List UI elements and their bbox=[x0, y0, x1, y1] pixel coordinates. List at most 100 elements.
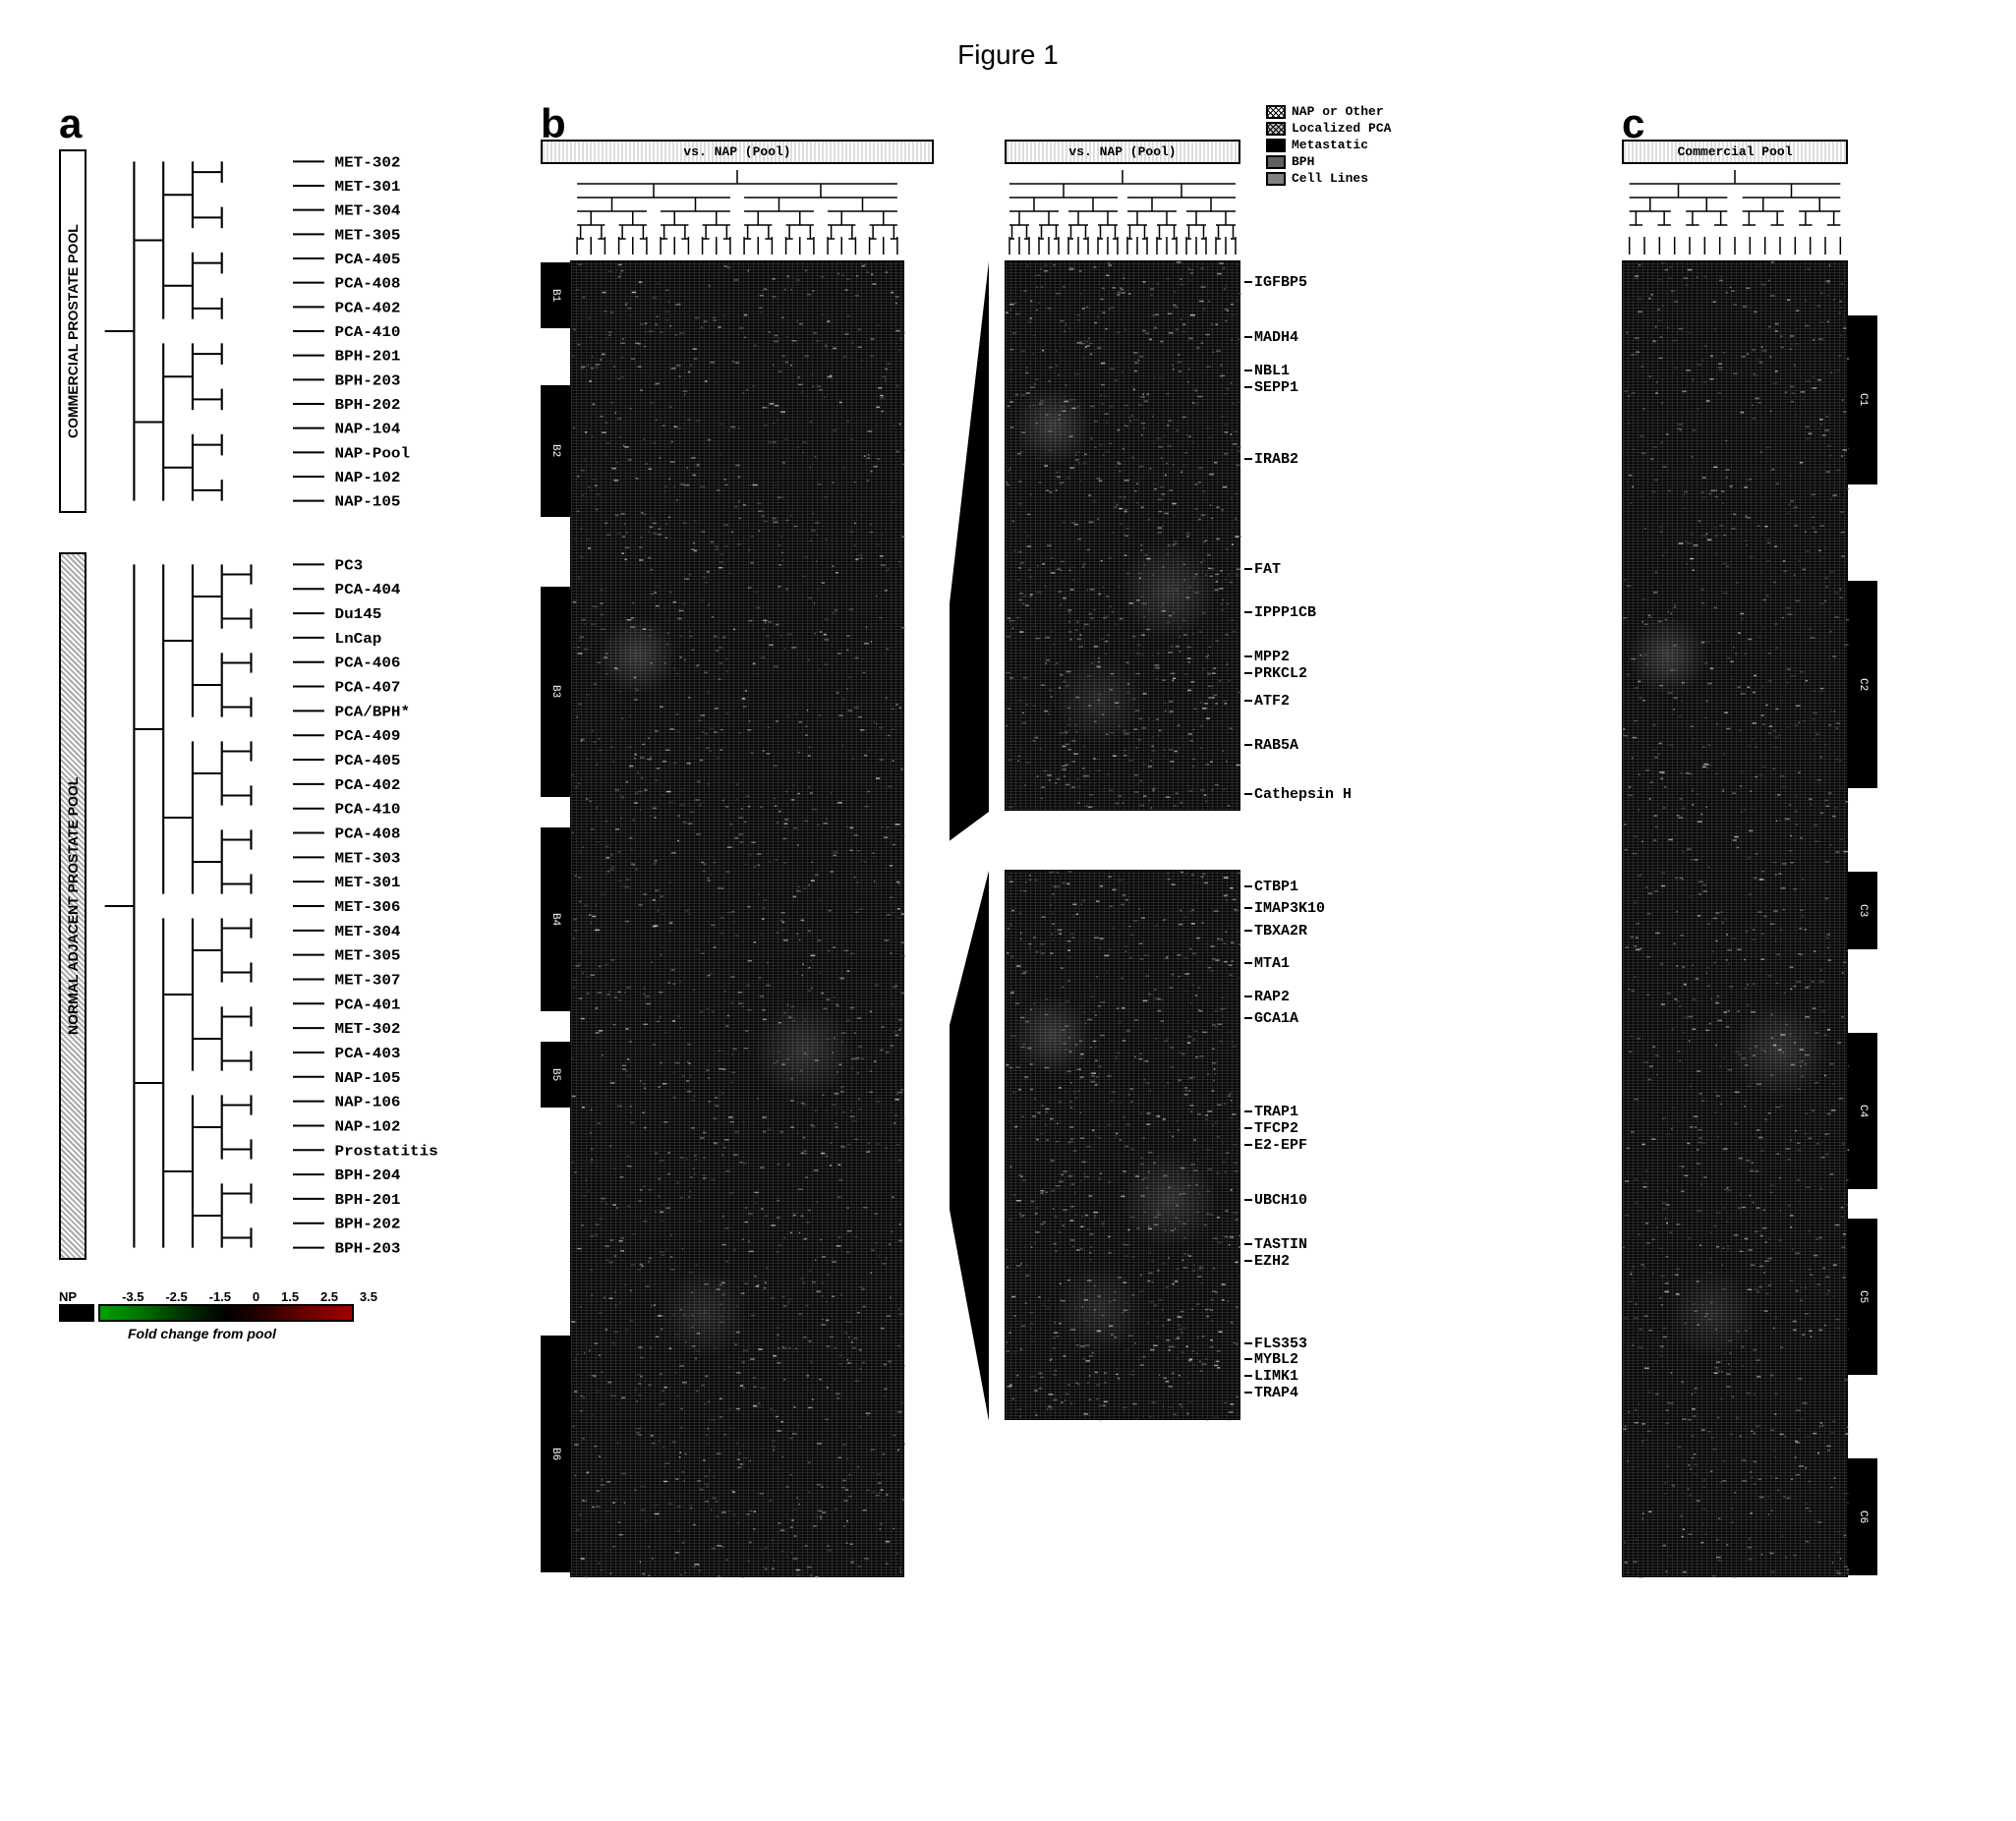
sample-label: NAP-Pool bbox=[335, 445, 411, 462]
sample-label: MET-305 bbox=[335, 947, 401, 964]
cluster-segment-c1: C1 bbox=[1848, 315, 1877, 484]
sample-label: PCA/BPH* bbox=[335, 704, 411, 720]
colorbar-tick: 1.5 bbox=[281, 1289, 299, 1304]
sample-label: PCA-409 bbox=[335, 728, 401, 745]
group1-vertical-label: COMMERCIAL PROSTATE POOL bbox=[59, 149, 86, 513]
sample-label: BPH-204 bbox=[335, 1167, 401, 1184]
colorbar-section: NP -3.5-2.5-1.501.52.53.5 Fold change fr… bbox=[59, 1289, 491, 1341]
dendrogram-1-svg: MET-302MET-301MET-304MET-305PCA-405PCA-4… bbox=[94, 149, 491, 513]
sample-label: BPH-203 bbox=[335, 1240, 401, 1257]
gene-label-mpp2: MPP2 bbox=[1244, 649, 1290, 665]
gene-label-fls353: FLS353 bbox=[1244, 1336, 1307, 1352]
gene-label-prkcl2: PRKCL2 bbox=[1244, 665, 1307, 682]
sample-label: PCA-410 bbox=[335, 323, 401, 340]
colorbar-ticks: -3.5-2.5-1.501.52.53.5 bbox=[122, 1289, 377, 1304]
gene-label-trap4: TRAP4 bbox=[1244, 1385, 1298, 1401]
sample-label: NAP-106 bbox=[335, 1094, 401, 1110]
sample-label: BPH-203 bbox=[335, 372, 401, 389]
sample-label: BPH-201 bbox=[335, 1191, 401, 1208]
legend-label: NAP or Other bbox=[1292, 104, 1384, 119]
gene-label-trap1: TRAP1 bbox=[1244, 1104, 1298, 1120]
cluster-segment-c2: C2 bbox=[1848, 581, 1877, 789]
dendrogram-group-1: COMMERCIAL PROSTATE POOL MET-302MET-301M… bbox=[59, 149, 491, 513]
gene-label-mta1: MTA1 bbox=[1244, 955, 1290, 972]
cluster-segment-b1: B1 bbox=[541, 262, 570, 328]
heatmap-b-zoom-top bbox=[1005, 260, 1240, 811]
gene-label-rab5a: RAB5A bbox=[1244, 737, 1298, 754]
gene-label-gca1a: GCA1A bbox=[1244, 1010, 1298, 1027]
heatmap-b-main bbox=[570, 260, 904, 1577]
gene-label-ctbp1: CTBP1 bbox=[1244, 879, 1298, 895]
sample-label: MET-302 bbox=[335, 1021, 401, 1038]
colorbar-tick: -1.5 bbox=[209, 1289, 231, 1304]
gene-labels-top: IGFBP5MADH4NBL1SEPP1IRAB2FATIPPP1CBMPP2P… bbox=[1240, 260, 1368, 811]
legend-item: Localized PCA bbox=[1266, 121, 1391, 136]
gene-label-nbl1: NBL1 bbox=[1244, 363, 1290, 379]
sample-label: BPH-201 bbox=[335, 348, 401, 365]
sample-label: NAP-105 bbox=[335, 1069, 401, 1086]
legend-label: Metastatic bbox=[1292, 138, 1368, 152]
legend-item: NAP or Other bbox=[1266, 104, 1391, 119]
gene-label-ezh2: EZH2 bbox=[1244, 1253, 1290, 1270]
group2-vertical-label: NORMAL ADJACENT PROSTATE POOL bbox=[59, 552, 86, 1260]
cluster-segment-b6: B6 bbox=[541, 1336, 570, 1572]
cluster-bar-b-left: B1 B2 B3 B4 B5 B6 bbox=[541, 260, 570, 1577]
colorbar-caption: Fold change from pool bbox=[128, 1326, 491, 1341]
panel-c-label: c bbox=[1622, 100, 1644, 147]
sample-label: BPH-202 bbox=[335, 396, 401, 413]
figure-title: Figure 1 bbox=[59, 39, 1957, 71]
legend-label: Localized PCA bbox=[1292, 121, 1391, 136]
sample-label: Du145 bbox=[335, 605, 382, 622]
colorbar-tick: 2.5 bbox=[320, 1289, 338, 1304]
sample-label: PCA-402 bbox=[335, 776, 401, 793]
sample-type-legend: NAP or Other Localized PCA Metastatic BPH Ce… bbox=[1266, 104, 1391, 188]
gene-label-atf2: ATF2 bbox=[1244, 693, 1290, 710]
panel-c-dendro bbox=[1622, 168, 1848, 256]
legend-item: Cell Lines bbox=[1266, 171, 1391, 186]
legend-swatch bbox=[1266, 139, 1286, 152]
cluster-segment-c5: C5 bbox=[1848, 1219, 1877, 1375]
cluster-segment-c3: C3 bbox=[1848, 872, 1877, 949]
triangle-connectors-svg bbox=[950, 261, 989, 1578]
panel-b-main-header: vs. NAP (Pool) bbox=[541, 140, 934, 164]
gene-label-madh4: MADH4 bbox=[1244, 329, 1298, 346]
panel-b-zoom-col: vs. NAP (Pool) NAP or OtherLocalized PCA… bbox=[1005, 140, 1408, 1583]
sample-label: PCA-408 bbox=[335, 275, 401, 292]
legend-item: BPH bbox=[1266, 154, 1391, 169]
legend-swatch bbox=[1266, 105, 1286, 119]
np-swatch bbox=[59, 1304, 94, 1322]
sample-label: PCA-406 bbox=[335, 654, 401, 671]
sample-label: NAP-104 bbox=[335, 421, 401, 437]
cluster-segment-b3: B3 bbox=[541, 587, 570, 797]
gene-label-rap2: RAP2 bbox=[1244, 989, 1290, 1005]
figure-container: a COMMERCIAL PROSTATE POOL MET-302MET-30… bbox=[59, 110, 1957, 1583]
sample-label: MET-307 bbox=[335, 972, 401, 989]
sample-label: BPH-202 bbox=[335, 1216, 401, 1232]
legend-label: Cell Lines bbox=[1292, 171, 1368, 186]
sample-label: PCA-401 bbox=[335, 996, 401, 1013]
colorbar-tick: -3.5 bbox=[122, 1289, 144, 1304]
panel-b-label: b bbox=[541, 100, 566, 147]
legend-swatch bbox=[1266, 172, 1286, 186]
gene-label-mybl2: MYBL2 bbox=[1244, 1351, 1298, 1368]
np-label: NP bbox=[59, 1289, 77, 1304]
gene-label-imap3k10: IMAP3K10 bbox=[1244, 900, 1325, 917]
cluster-segment-b5: B5 bbox=[541, 1042, 570, 1108]
sample-label: Prostatitis bbox=[335, 1143, 438, 1160]
legend-swatch bbox=[1266, 155, 1286, 169]
gene-label-sepp1: SEPP1 bbox=[1244, 379, 1298, 396]
sample-label: MET-306 bbox=[335, 898, 401, 915]
cluster-segment-b4: B4 bbox=[541, 827, 570, 1012]
sample-label: NAP-102 bbox=[335, 469, 401, 485]
sample-label: PCA-410 bbox=[335, 801, 401, 818]
colorbar-tick: -2.5 bbox=[165, 1289, 187, 1304]
cluster-segment-b2: B2 bbox=[541, 385, 570, 517]
legend-item: Metastatic bbox=[1266, 138, 1391, 152]
sample-label: MET-304 bbox=[335, 202, 401, 219]
sample-label: MET-304 bbox=[335, 923, 401, 939]
panel-b: b vs. NAP (Pool) B1B2B3B4B5B6 vs. NAP (P… bbox=[511, 110, 1602, 1583]
dendrogram-group-2: NORMAL ADJACENT PROSTATE POOL PC3PCA-404… bbox=[59, 552, 491, 1260]
gene-label-tbxa2r: TBXA2R bbox=[1244, 923, 1307, 939]
sample-label: LnCap bbox=[335, 630, 382, 647]
cluster-bar-c-right: C1C2C3C4C5C6 bbox=[1848, 260, 1877, 1577]
